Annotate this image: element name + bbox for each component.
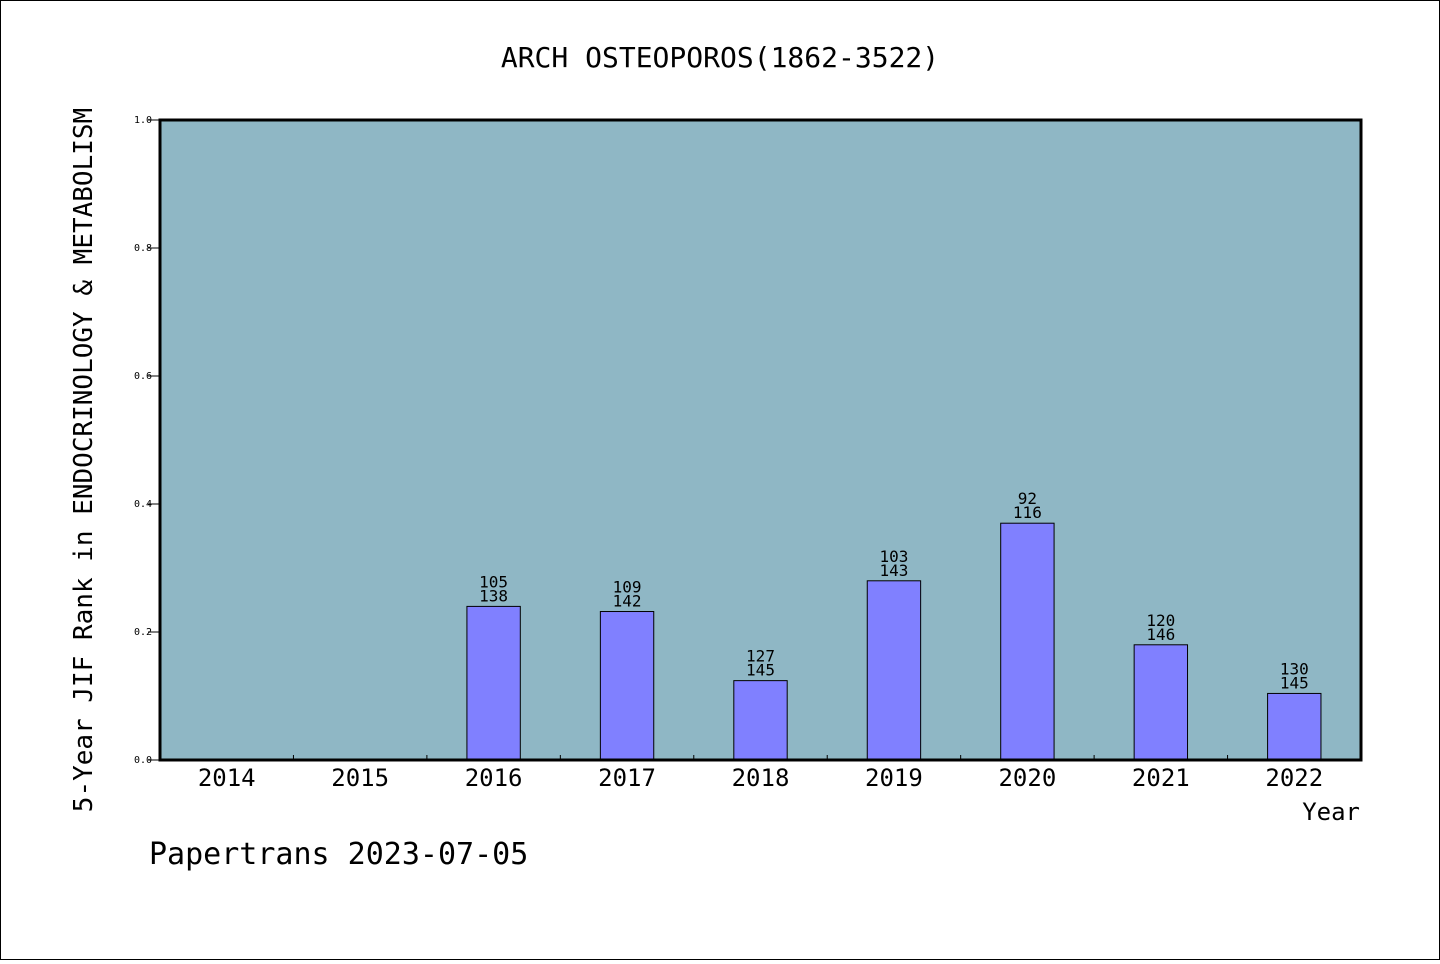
x-tick-label: 2021 (1132, 764, 1190, 792)
bar (1133, 644, 1189, 761)
x-tick-label: 2017 (598, 764, 656, 792)
plot-border (158, 118, 1363, 762)
bar (466, 605, 521, 761)
x-axis-ticks: 2014 2015 2016 2017 2018 2019 2020 2021 2022 (198, 755, 1323, 792)
x-tick-label: 2014 (198, 764, 256, 792)
bar-label-bottom: 143 (879, 561, 908, 580)
bar-label-top: 103 (879, 547, 908, 566)
bar-label-bottom: 145 (746, 661, 775, 680)
bar (866, 580, 922, 761)
footer-text: Papertrans 2023-07-05 (149, 837, 528, 872)
bar-label-top: 120 (1146, 611, 1175, 630)
bar (733, 680, 788, 761)
y-tick-label: 0.6 (134, 371, 152, 382)
bar (1000, 522, 1055, 761)
bar (599, 611, 655, 761)
bar-label-top: 127 (746, 647, 775, 666)
y-axis-label: 5-Year JIF Rank in ENDOCRINOLOGY & METAB… (69, 108, 99, 812)
y-tick-label: 0.2 (134, 627, 152, 638)
y-tick-label: 0.8 (134, 243, 152, 254)
y-tick-label: 0.4 (134, 499, 152, 510)
bar (1267, 692, 1322, 761)
bar-label-bottom: 116 (1013, 503, 1042, 522)
x-tick-label: 2018 (732, 764, 790, 792)
bars-group (466, 522, 1322, 761)
bar-label-bottom: 142 (613, 592, 642, 611)
bar-label-top: 105 (479, 572, 508, 591)
bar-label-top: 130 (1280, 659, 1309, 678)
x-tick-label: 2020 (998, 764, 1056, 792)
x-axis-label: Year (1302, 798, 1360, 826)
x-tick-label: 2015 (331, 764, 389, 792)
y-tick-label: 0.0 (134, 755, 152, 766)
x-tick-label: 2016 (465, 764, 523, 792)
x-tick-label: 2019 (865, 764, 923, 792)
bar-label-top: 92 (1018, 489, 1037, 508)
x-tick-label: 2022 (1265, 764, 1323, 792)
bar-label-bottom: 145 (1280, 673, 1309, 692)
bar-label-bottom: 146 (1146, 625, 1175, 644)
bar-label-top: 109 (613, 578, 642, 597)
y-tick-label: 1.0 (134, 115, 152, 126)
y-axis-ticks: 0.0 0.2 0.4 0.6 0.8 1.0 (134, 115, 160, 766)
bar-label-bottom: 138 (479, 586, 508, 605)
chart-title: ARCH OSTEOPOROS(1862-3522) (501, 41, 939, 74)
